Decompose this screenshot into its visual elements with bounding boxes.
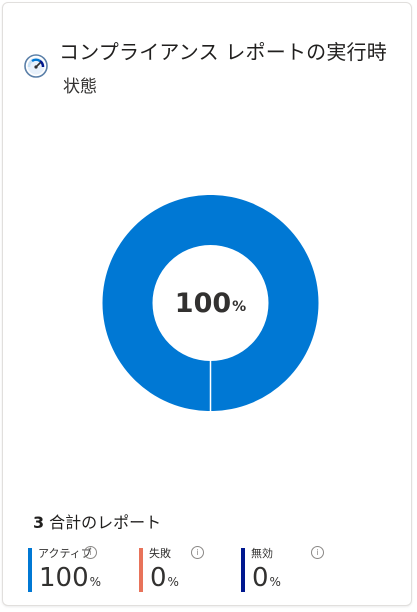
stat-active-number: 100: [39, 563, 89, 593]
stat-active-label: アクティブ: [38, 547, 92, 560]
total-count: 3: [33, 513, 45, 532]
info-icon[interactable]: i: [84, 546, 97, 559]
total-reports: 3 合計のレポート: [33, 509, 161, 533]
stat-failed-color-bar: [139, 548, 143, 592]
stat-disabled-number: 0: [252, 563, 269, 593]
stat-failed: 失敗 i 0%: [139, 545, 229, 595]
card-subtitle: 状態: [63, 77, 97, 97]
status-donut-chart: 100%: [100, 194, 321, 412]
stat-active: アクティブ i 100%: [28, 545, 118, 595]
stat-failed-value: 0%: [150, 563, 179, 593]
stat-disabled: 無効 i 0%: [241, 545, 331, 595]
stat-active-value: 100%: [39, 563, 101, 593]
compliance-report-card: コンプライアンス レポートの実行時 状態 100% 3 合計のレポート アクティブ…: [2, 2, 412, 606]
stat-failed-number: 0: [150, 563, 167, 593]
donut-slice-0[interactable]: [102, 194, 319, 412]
gauge-icon: [23, 53, 49, 79]
stat-disabled-color-bar: [241, 548, 245, 592]
stat-failed-unit: %: [167, 575, 179, 589]
info-icon[interactable]: i: [191, 546, 204, 559]
stat-active-unit: %: [89, 575, 102, 589]
stat-disabled-unit: %: [269, 575, 281, 589]
stat-failed-label: 失敗: [149, 547, 171, 560]
stat-disabled-label: 無効: [251, 547, 273, 560]
stat-disabled-value: 0%: [252, 563, 281, 593]
total-label: 合計のレポート: [49, 513, 162, 532]
stat-active-color-bar: [28, 548, 32, 592]
card-title: コンプライアンス レポートの実行時: [59, 40, 387, 64]
info-icon[interactable]: i: [311, 546, 324, 559]
